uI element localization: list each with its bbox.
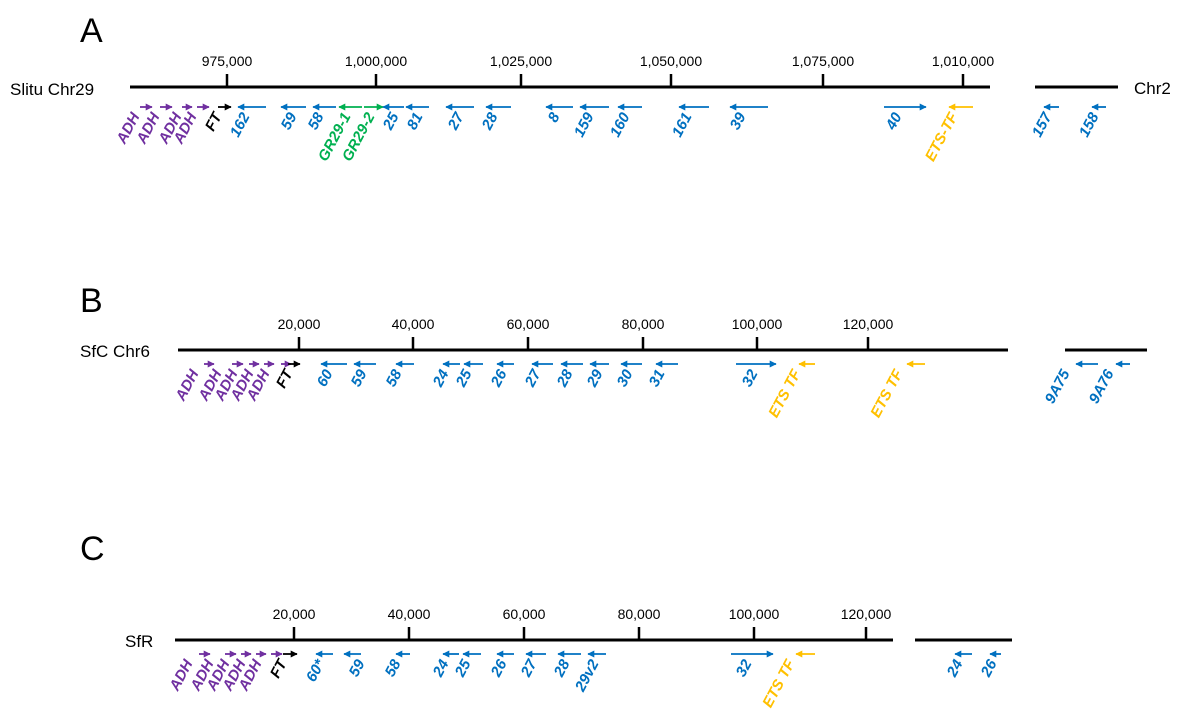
chromosome-label: SfR [125, 632, 153, 651]
axis-tick-label: 1,010,000 [932, 53, 994, 69]
gene-label: 39 [727, 109, 750, 132]
gene-label: 59 [278, 109, 301, 132]
gene-label: FT [202, 108, 226, 134]
axis-tick-label: 1,025,000 [490, 53, 552, 69]
axis-tick-label: 60,000 [503, 606, 546, 622]
gene-label: 40 [882, 109, 906, 133]
gene-label: 27 [517, 656, 541, 680]
panel-label: B [80, 282, 103, 320]
gene-label: 28 [553, 366, 577, 390]
gene-label: 159 [571, 109, 598, 140]
axis-tick-label: 100,000 [729, 606, 780, 622]
axis-tick-label: 80,000 [622, 316, 665, 332]
axis-tick-label: 40,000 [392, 316, 435, 332]
gene-label: 28 [478, 109, 502, 133]
gene-label: 25 [452, 366, 476, 390]
gene-label: 60* [303, 656, 329, 685]
gene-label: 59 [346, 656, 369, 679]
panel-label: A [80, 12, 103, 50]
gene-label: 58 [383, 366, 406, 389]
gene-label: 158 [1076, 109, 1103, 140]
gene-label: ADH [172, 366, 203, 405]
gene-label: 27 [444, 109, 468, 133]
gene-label: 32 [739, 366, 762, 389]
gene-label: 27 [521, 366, 545, 390]
gene-label: 32 [733, 656, 756, 679]
gene-label: 162 [227, 109, 254, 140]
gene-label: ETS TF [765, 366, 805, 420]
gene-label: FT [267, 655, 291, 681]
panel-B: B SfC Chr6 20,000 40,000 60,000 80,000 100,000… [80, 282, 1147, 421]
chromosome-label: Slitu Chr29 [10, 80, 94, 99]
gene-label: ETS TF [867, 366, 907, 420]
panel-C: C SfR 20,000 40,000 60,000 80,000 100,000 120,0… [80, 530, 1012, 711]
gene-label: 25 [451, 656, 475, 680]
gene-label: 160 [607, 109, 634, 140]
panel-label: C [80, 530, 105, 568]
gene-label: ETS TF [759, 656, 799, 710]
segment-label: Chr2 [1134, 79, 1171, 98]
chromosome-label: SfC Chr6 [80, 342, 150, 361]
gene-label: 24 [943, 656, 967, 680]
gene-label: 25 [379, 109, 403, 133]
gene-label: 26 [487, 366, 511, 390]
axis-tick-label: 120,000 [841, 606, 892, 622]
axis-tick-label: 975,000 [202, 53, 253, 69]
gene-label: 24 [429, 366, 453, 390]
gene-label: 26 [487, 656, 511, 680]
gene-label: FT [273, 365, 297, 391]
gene-label: 29v2 [571, 656, 602, 695]
axis-tick-label: 60,000 [507, 316, 550, 332]
axis-tick-label: 1,075,000 [792, 53, 854, 69]
gene-label: 24 [429, 656, 453, 680]
axis-tick-label: 1,000,000 [345, 53, 407, 69]
gene-label: 157 [1029, 109, 1056, 140]
gene-label: 161 [669, 110, 696, 140]
axis-tick-label: 20,000 [273, 606, 316, 622]
axis-tick-label: 1,050,000 [640, 53, 702, 69]
axis-tick-label: 120,000 [843, 316, 894, 332]
gene-label: 59 [348, 366, 371, 389]
axis-tick-label: 100,000 [732, 316, 783, 332]
gene-label: ETS-TF [922, 109, 962, 164]
axis-tick-label: 80,000 [618, 606, 661, 622]
axis-tick-label: 40,000 [388, 606, 431, 622]
gene-label: 60 [314, 366, 337, 389]
gene-label: 26 [977, 656, 1001, 680]
gene-label: 58 [382, 656, 405, 679]
gene-label: 29 [583, 366, 607, 390]
gene-label: 31 [646, 367, 669, 390]
gene-label: 30 [614, 366, 637, 389]
gene-label: 9A75 [1042, 366, 1074, 406]
gene-label: 8 [545, 109, 564, 125]
axis-tick-label: 20,000 [278, 316, 321, 332]
gene-label: 9A76 [1086, 366, 1118, 406]
gene-label: 58 [305, 109, 328, 132]
panel-A: A Slitu Chr29 Chr2 975,000 1,000,000 1,025,00… [10, 12, 1171, 164]
gene-label: 81 [404, 110, 427, 133]
gene-label: 28 [550, 656, 574, 680]
